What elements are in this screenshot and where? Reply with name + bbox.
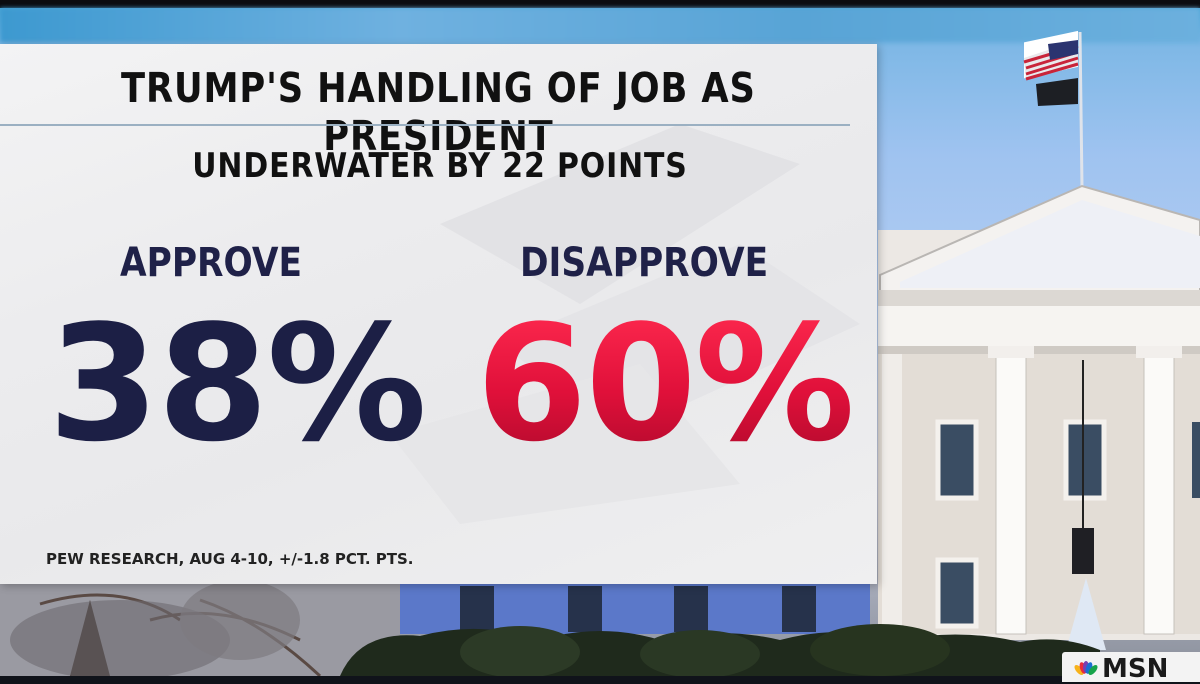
graphic-title: TRUMP'S HANDLING OF JOB AS PRESIDENT: [121, 64, 756, 160]
graphic-subtitle: UNDERWATER BY 22 POINTS: [192, 146, 688, 186]
source-note: PEW RESEARCH, AUG 4-10, +/-1.8 PCT. PTS.: [46, 550, 414, 568]
approve-label: APPROVE: [120, 240, 302, 286]
disapprove-label: DISAPPROVE: [520, 240, 769, 286]
blurred-top-strip: [0, 8, 1200, 42]
approve-value: 38%: [48, 290, 427, 477]
network-logo: MSN: [1062, 652, 1200, 684]
poll-graphic-panel: TRUMP'S HANDLING OF JOB AS PRESIDENT UND…: [0, 44, 877, 584]
screen-bezel: [0, 0, 1200, 8]
disapprove-value: 60%: [476, 290, 855, 477]
network-logo-text: MSN: [1102, 654, 1169, 684]
peacock-icon: [1074, 661, 1098, 675]
title-divider: [0, 124, 850, 126]
